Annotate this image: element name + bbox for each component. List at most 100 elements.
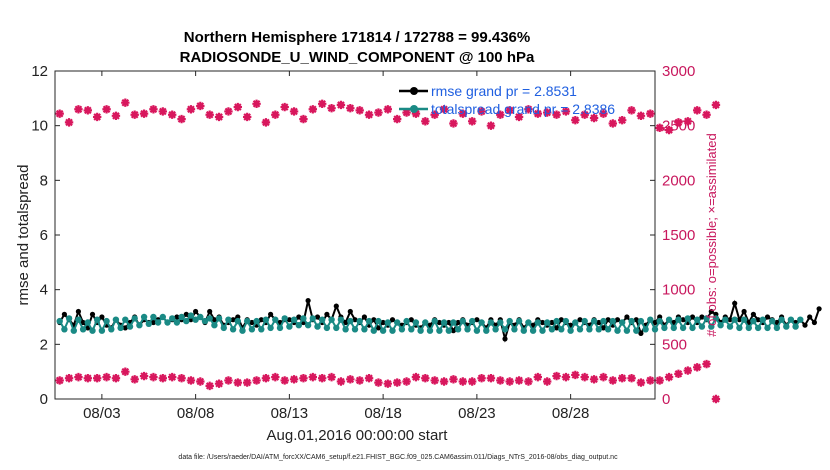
obs-possible-marker bbox=[167, 110, 177, 119]
obs-possible-marker bbox=[383, 105, 393, 114]
totalspread-point bbox=[736, 324, 743, 332]
obs-possible-marker bbox=[542, 108, 552, 117]
totalspread-point bbox=[94, 316, 101, 323]
obs-possible-marker bbox=[589, 113, 599, 123]
obs-assimilated-marker bbox=[346, 375, 355, 384]
rmse-point bbox=[558, 317, 564, 323]
rmse-point bbox=[80, 319, 86, 326]
totalspread-point bbox=[192, 316, 199, 323]
totalspread-point bbox=[145, 320, 152, 327]
obs-possible-marker bbox=[627, 106, 636, 115]
rmse-point bbox=[211, 317, 217, 323]
obs-possible-marker bbox=[655, 123, 664, 133]
obs-possible-marker bbox=[486, 121, 496, 130]
totalspread-point bbox=[89, 327, 96, 334]
obs-assimilated-marker bbox=[205, 381, 214, 391]
obs-assimilated-marker bbox=[55, 376, 64, 385]
rmse-point bbox=[600, 325, 607, 331]
obs-possible-marker bbox=[130, 110, 139, 119]
totalspread-point bbox=[792, 323, 799, 330]
obs-assimilated-marker bbox=[467, 377, 477, 386]
totalspread-point bbox=[787, 316, 795, 323]
legend-totalspread-label: totalspread grand pr = 2.8386 bbox=[431, 101, 615, 117]
obs-assimilated-marker bbox=[439, 377, 449, 386]
totalspread-point bbox=[272, 316, 279, 323]
totalspread-point bbox=[619, 319, 626, 326]
obs-assimilated-marker bbox=[280, 376, 289, 385]
obs-assimilated-marker bbox=[177, 374, 186, 383]
totalspread-point bbox=[558, 326, 565, 333]
obs-assimilated-marker bbox=[402, 377, 411, 386]
totalspread-point bbox=[333, 324, 340, 332]
totalspread-point bbox=[656, 317, 663, 325]
totalspread-point bbox=[604, 326, 612, 333]
right-tick-label: 3000 bbox=[662, 63, 695, 80]
totalspread-point bbox=[417, 327, 424, 334]
totalspread-point bbox=[220, 324, 227, 332]
obs-possible-marker bbox=[186, 105, 196, 114]
totalspread-point bbox=[689, 324, 696, 332]
totalspread-point bbox=[370, 327, 377, 334]
totalspread-point bbox=[197, 313, 204, 321]
obs-possible-marker bbox=[242, 112, 252, 122]
rmse-point bbox=[727, 317, 733, 323]
obs-assimilated-marker bbox=[336, 377, 346, 386]
totalspread-point bbox=[281, 315, 288, 322]
obs-assimilated-marker bbox=[74, 372, 83, 382]
totalspread-point bbox=[661, 324, 668, 332]
totalspread-point bbox=[319, 316, 326, 323]
x-tick-label: 08/18 bbox=[364, 405, 402, 422]
totalspread-point bbox=[492, 326, 499, 333]
totalspread-point bbox=[276, 324, 284, 332]
totalspread-point bbox=[422, 319, 429, 326]
totalspread-point bbox=[675, 316, 682, 323]
legend: rmse grand pr = 2.8531 totalspread grand… bbox=[399, 83, 615, 117]
rmse-point bbox=[174, 314, 180, 320]
rmse-point bbox=[343, 319, 349, 326]
obs-possible-marker bbox=[458, 109, 468, 118]
totalspread-point bbox=[56, 317, 63, 325]
obs-possible-marker bbox=[177, 114, 186, 124]
totalspread-point bbox=[515, 317, 523, 325]
obs-possible-marker bbox=[364, 110, 374, 119]
obs-assimilated-marker bbox=[308, 372, 318, 382]
rmse-point bbox=[352, 317, 358, 323]
obs-possible-marker bbox=[149, 105, 158, 114]
totalspread-point bbox=[581, 317, 588, 325]
rmse-point bbox=[736, 317, 743, 323]
totalspread-point bbox=[365, 317, 373, 325]
totalspread-point bbox=[234, 317, 241, 325]
obs-assimilated-marker bbox=[636, 378, 646, 387]
totalspread-point bbox=[412, 319, 420, 326]
totalspread-point bbox=[548, 326, 556, 333]
totalspread-point bbox=[239, 327, 246, 334]
totalspread-point bbox=[642, 326, 649, 333]
totalspread-point bbox=[609, 317, 616, 325]
obs-possible-marker bbox=[477, 107, 486, 116]
totalspread-point bbox=[520, 327, 527, 334]
rmse-point bbox=[333, 303, 339, 309]
rmse-point bbox=[755, 317, 761, 323]
totalspread-point bbox=[426, 327, 434, 334]
chart-title-line2: RADIOSONDE_U_WIND_COMPONENT @ 100 hPa bbox=[180, 49, 535, 66]
obs-possible-marker bbox=[580, 110, 589, 119]
left-tick-label: 10 bbox=[31, 118, 48, 135]
obs-assimilated-marker bbox=[692, 363, 702, 372]
totalspread-point bbox=[454, 326, 462, 333]
obs-assimilated-marker bbox=[533, 372, 543, 382]
obs-possible-marker bbox=[608, 119, 618, 128]
rmse-point bbox=[764, 314, 771, 320]
obs-possible-marker bbox=[402, 108, 411, 117]
obs-possible-marker bbox=[571, 116, 580, 125]
obs-assimilated-marker bbox=[702, 359, 711, 369]
totalspread-point bbox=[712, 315, 720, 322]
totalspread-point bbox=[722, 316, 729, 323]
obs-assimilated-marker bbox=[711, 394, 721, 404]
obs-possible-marker bbox=[533, 109, 543, 118]
totalspread-point bbox=[140, 313, 148, 321]
rmse-point bbox=[380, 319, 386, 326]
totalspread-point bbox=[534, 319, 541, 326]
totalspread-point bbox=[464, 326, 471, 333]
rmse-point bbox=[652, 319, 658, 326]
